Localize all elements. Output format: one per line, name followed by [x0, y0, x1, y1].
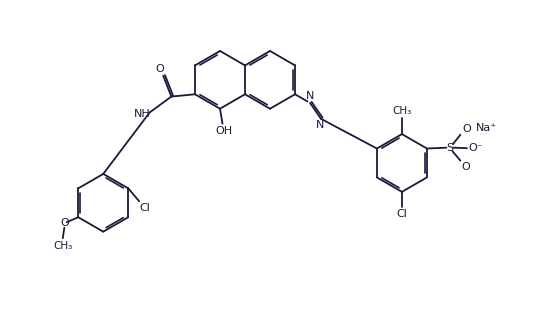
- Text: N: N: [317, 120, 325, 130]
- Text: N: N: [306, 91, 315, 101]
- Text: Na⁺: Na⁺: [476, 123, 497, 133]
- Text: S: S: [446, 143, 453, 153]
- Text: CH₃: CH₃: [392, 106, 412, 116]
- Text: OH: OH: [215, 126, 232, 136]
- Text: Cl: Cl: [139, 203, 150, 213]
- Text: Cl: Cl: [396, 209, 407, 219]
- Text: O: O: [461, 162, 470, 172]
- Text: O: O: [155, 64, 164, 74]
- Text: O: O: [60, 218, 68, 228]
- Text: O⁻: O⁻: [468, 143, 483, 153]
- Text: NH: NH: [134, 109, 151, 119]
- Text: O: O: [462, 124, 471, 134]
- Text: CH₃: CH₃: [53, 241, 72, 251]
